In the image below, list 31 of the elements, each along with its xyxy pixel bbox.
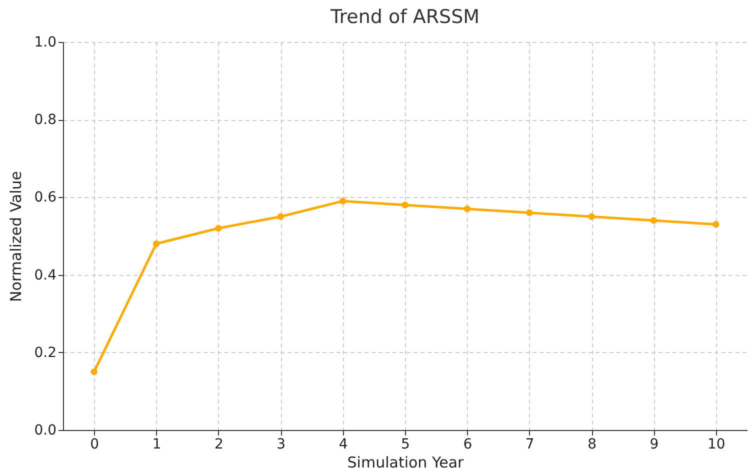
y-tick-label: 0.8 [34,112,56,128]
y-tick-label: 1.0 [34,34,56,50]
x-tick-label: 6 [463,436,472,452]
point [277,213,284,220]
y-tick-label: 0.4 [34,267,57,284]
x-tick-label: 3 [276,436,286,452]
x-tick-label: 9 [650,436,659,452]
x-axis-title: Simulation Year [347,454,465,471]
point [215,224,222,232]
y-tick-label: 0.6 [34,190,57,206]
x-tick-label: 2 [214,436,224,452]
point [526,209,533,216]
x-tick-label: 8 [588,436,597,452]
point [152,240,160,248]
chart-title: Trend of ARSSM [329,6,480,28]
y-tick-label: 0.2 [34,344,56,361]
x-tick-label: 5 [401,436,410,452]
point [402,202,408,208]
x-tick-label: 4 [338,436,348,452]
point [464,205,471,212]
x-tick-label: 10 [707,436,726,452]
y-tick-label: 0.0 [34,422,56,438]
point [90,368,98,376]
point [650,217,658,224]
point [339,198,346,204]
x-tick-label: 0 [90,436,100,452]
x-tick-label: 7 [525,436,534,452]
x-tick-label: 1 [152,436,162,452]
point [588,213,595,220]
y-axis-title: Normalized Value [7,170,26,302]
point [712,221,720,228]
